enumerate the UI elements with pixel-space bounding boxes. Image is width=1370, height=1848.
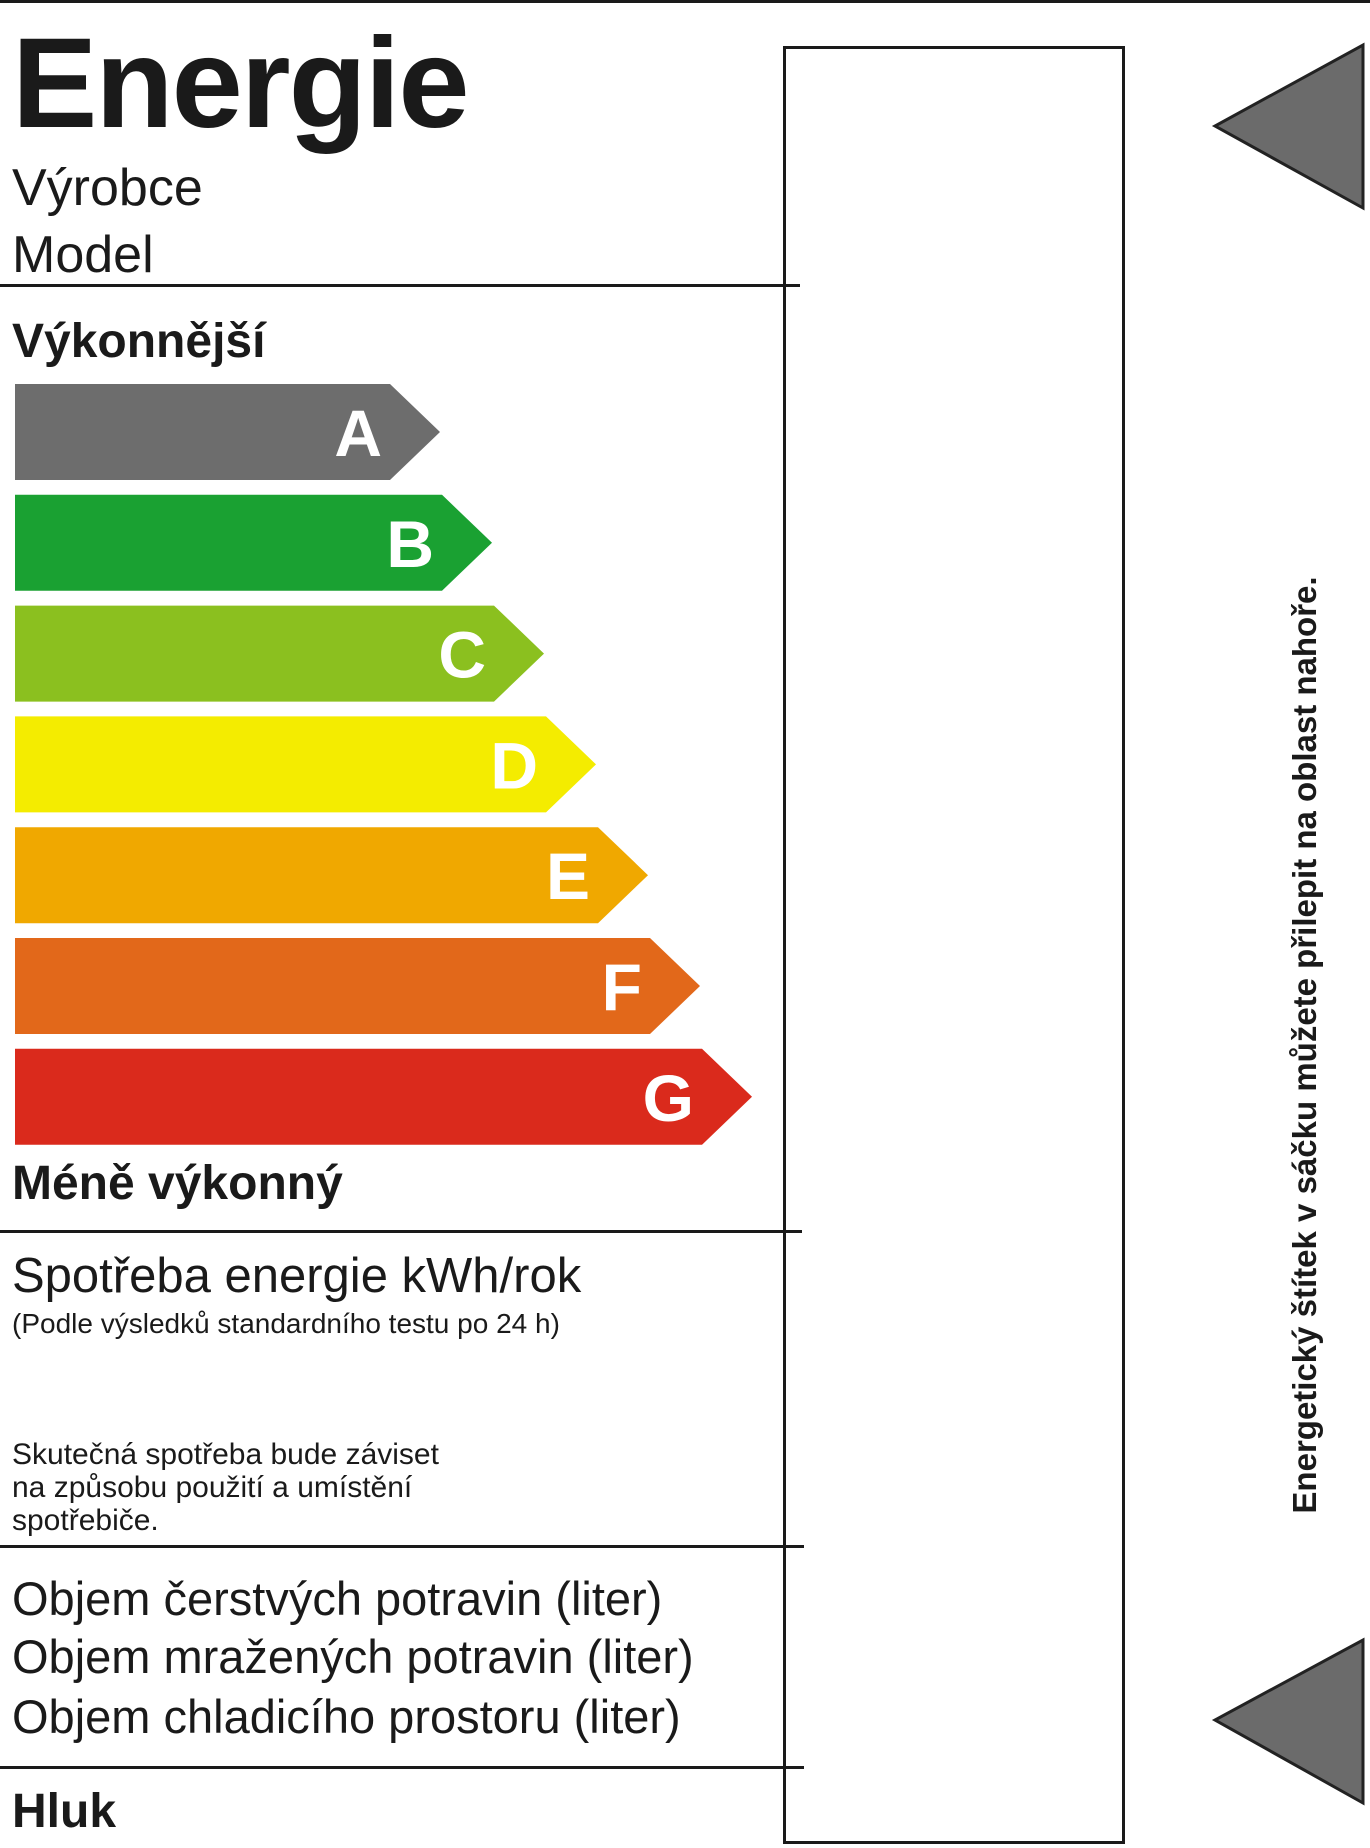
energy-class-c: C <box>15 605 544 702</box>
energy-class-letter: F <box>602 950 642 1024</box>
consumption-title: Spotřeba energie kWh/rok <box>12 1249 582 1303</box>
consumption-divider <box>0 1545 804 1548</box>
energy-class-e: E <box>15 827 648 924</box>
top-rule <box>0 0 1370 3</box>
disclaimer-line-3: spotřebiče. <box>12 1504 159 1537</box>
volume-fresh: Objem čerstvých potravin (liter) <box>12 1572 663 1625</box>
scale-bottom-label: Méně výkonný <box>12 1157 343 1210</box>
label-title: Energie <box>12 12 469 155</box>
energy-class-b: B <box>15 494 492 591</box>
manufacturer-label: Výrobce <box>12 159 203 217</box>
volume-chiller: Objem chladicího prostoru (liter) <box>12 1690 681 1743</box>
side-instruction-text: Energetický štítek v sáčku můžete přilep… <box>1286 576 1323 1514</box>
energy-class-bar <box>15 827 648 924</box>
energy-class-bar <box>15 1048 752 1145</box>
energy-class-a: A <box>15 384 440 480</box>
label-placement-box <box>783 46 1125 1844</box>
energy-class-bar <box>15 384 440 480</box>
energy-class-bar <box>15 605 544 702</box>
energy-class-letter: A <box>334 396 382 470</box>
model-label: Model <box>12 226 154 284</box>
energy-class-bar <box>15 716 596 813</box>
disclaimer-line-2: na způsobu použití a umístění <box>12 1471 413 1504</box>
scale-divider <box>0 1230 802 1233</box>
energy-class-letter: D <box>490 728 538 802</box>
header-divider <box>0 284 800 287</box>
energy-class-f: F <box>15 938 700 1034</box>
noise-title: Hluk <box>12 1785 117 1838</box>
volume-frozen: Objem mražených potravin (liter) <box>12 1630 694 1683</box>
volumes-divider <box>0 1766 804 1769</box>
disclaimer-line-1: Skutečná spotřeba bude záviset <box>12 1438 439 1471</box>
energy-class-letter: G <box>643 1061 694 1135</box>
top-marker-arrow <box>1211 42 1365 211</box>
consumption-note: (Podle výsledků standardního testu po 24… <box>12 1308 560 1339</box>
energy-class-bar <box>15 494 492 591</box>
scale-top-label: Výkonnější <box>12 315 266 368</box>
energy-class-letter: C <box>438 618 486 692</box>
energy-class-letter: B <box>386 507 434 581</box>
energy-class-g: G <box>15 1048 752 1145</box>
energy-class-letter: E <box>546 839 590 913</box>
bottom-marker-arrow <box>1211 1637 1365 1806</box>
energy-class-d: D <box>15 716 596 813</box>
energy-class-bar <box>15 938 700 1034</box>
